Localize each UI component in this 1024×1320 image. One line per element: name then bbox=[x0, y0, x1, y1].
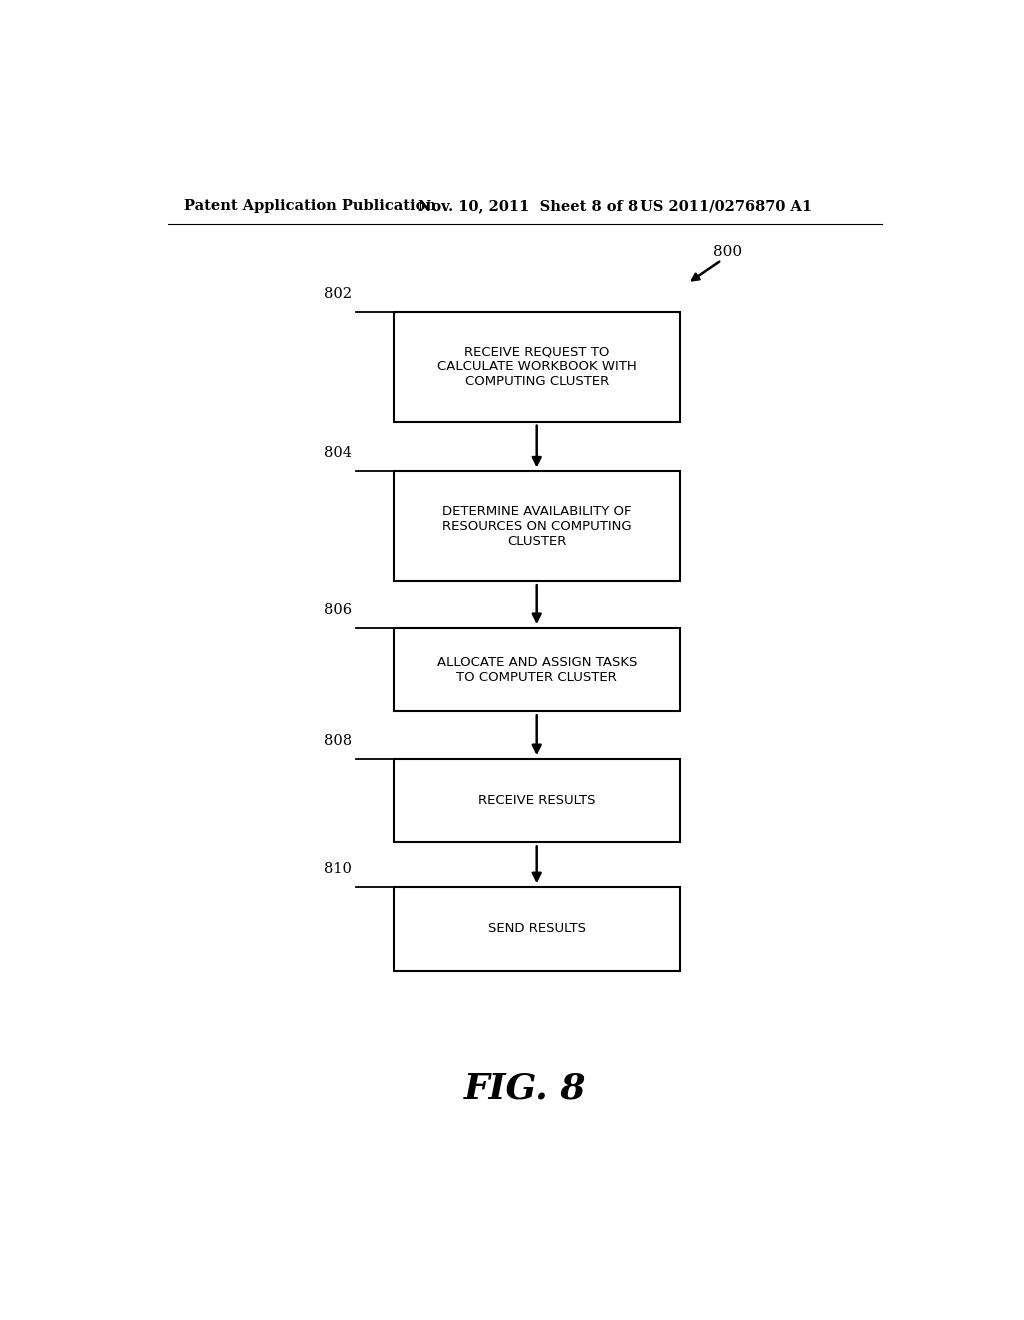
Bar bbox=[394, 312, 680, 421]
Text: SEND RESULTS: SEND RESULTS bbox=[487, 923, 586, 936]
Text: RECEIVE REQUEST TO
CALCULATE WORKBOOK WITH
COMPUTING CLUSTER: RECEIVE REQUEST TO CALCULATE WORKBOOK WI… bbox=[437, 346, 637, 388]
Text: 806: 806 bbox=[325, 603, 352, 616]
Bar bbox=[394, 471, 680, 581]
Bar bbox=[394, 628, 680, 711]
Text: DETERMINE AVAILABILITY OF
RESOURCES ON COMPUTING
CLUSTER: DETERMINE AVAILABILITY OF RESOURCES ON C… bbox=[442, 504, 632, 548]
Text: 810: 810 bbox=[325, 862, 352, 876]
Text: US 2011/0276870 A1: US 2011/0276870 A1 bbox=[640, 199, 812, 213]
Text: 802: 802 bbox=[325, 286, 352, 301]
Text: Nov. 10, 2011  Sheet 8 of 8: Nov. 10, 2011 Sheet 8 of 8 bbox=[418, 199, 638, 213]
Text: FIG. 8: FIG. 8 bbox=[464, 1072, 586, 1105]
Text: Patent Application Publication: Patent Application Publication bbox=[183, 199, 435, 213]
Text: 804: 804 bbox=[325, 446, 352, 461]
Text: RECEIVE RESULTS: RECEIVE RESULTS bbox=[478, 795, 595, 808]
Text: ALLOCATE AND ASSIGN TASKS
TO COMPUTER CLUSTER: ALLOCATE AND ASSIGN TASKS TO COMPUTER CL… bbox=[436, 656, 637, 684]
Bar bbox=[394, 887, 680, 970]
Text: 808: 808 bbox=[325, 734, 352, 748]
Text: 800: 800 bbox=[713, 246, 741, 259]
Bar bbox=[394, 759, 680, 842]
